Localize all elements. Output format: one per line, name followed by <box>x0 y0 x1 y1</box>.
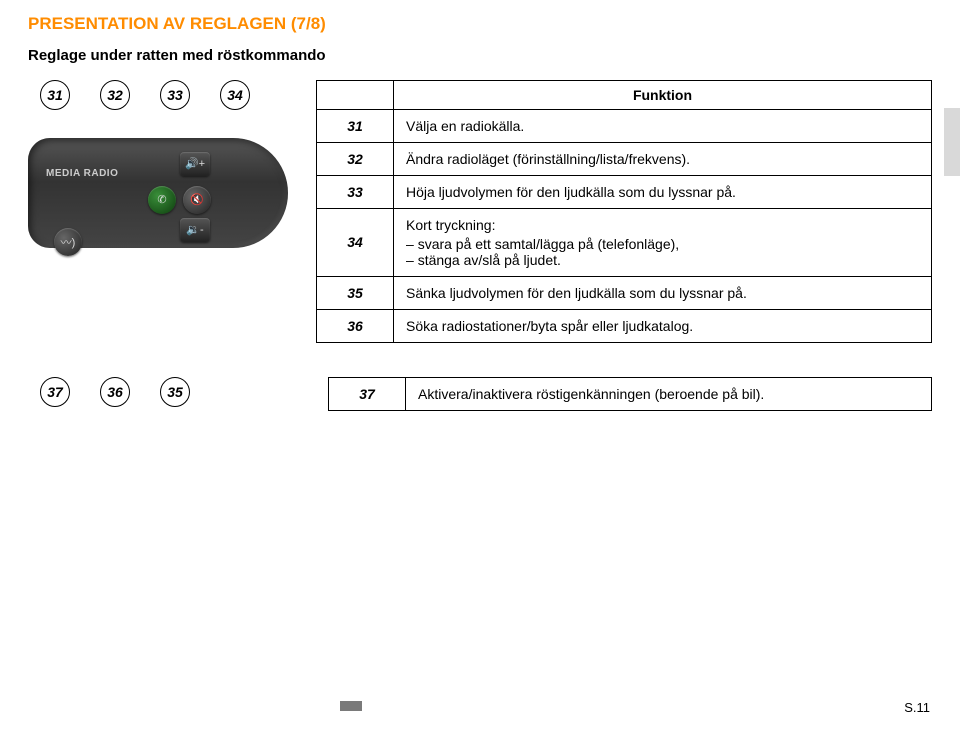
callout-36: 36 <box>100 377 130 407</box>
phone-icon: ✆ <box>148 186 176 214</box>
callout-35: 35 <box>160 377 190 407</box>
page-subtitle: Reglage under ratten med röstkommando <box>28 46 932 66</box>
device-label: MEDIA RADIO <box>46 168 118 179</box>
row-text: Kort tryckning: svara på ett samtal/lägg… <box>394 208 932 276</box>
row-text: Aktivera/inaktivera röstigenkänningen (b… <box>406 377 932 410</box>
list-item: stänga av/slå på ljudet. <box>406 252 919 268</box>
row-text: Välja en radiokälla. <box>394 109 932 142</box>
callout-37: 37 <box>40 377 70 407</box>
row-text: Ändra radioläget (förinställning/lista/f… <box>394 142 932 175</box>
row-num: 32 <box>317 142 394 175</box>
row-text: Sänka ljudvolymen för den ljudkälla som … <box>394 276 932 309</box>
row-num: 31 <box>317 109 394 142</box>
callout-34: 34 <box>220 80 250 110</box>
vol-up-icon: 🔊+ <box>180 152 210 176</box>
side-tab <box>944 108 960 176</box>
row-num: 37 <box>329 377 406 410</box>
row-text: Höja ljudvolymen för den ljudkälla som d… <box>394 175 932 208</box>
row-num: 35 <box>317 276 394 309</box>
callout-33: 33 <box>160 80 190 110</box>
callout-32: 32 <box>100 80 130 110</box>
callout-31: 31 <box>40 80 70 110</box>
page-number: S.11 <box>904 700 930 715</box>
last-table: 37 Aktivera/inaktivera röstigenkänningen… <box>328 377 932 411</box>
page-title: PRESENTATION AV REGLAGEN (7/8) <box>28 14 932 34</box>
table-header-funktion: Funktion <box>394 80 932 109</box>
callouts-bottom: 37 36 35 <box>28 377 300 407</box>
device-image: MEDIA RADIO 🔊+ ✆ 🔇 🔉- 〰) <box>28 116 288 296</box>
row-num: 36 <box>317 309 394 342</box>
left-column: 31 32 33 34 MEDIA RADIO 🔊+ ✆ 🔇 🔉- 〰) <box>28 80 288 343</box>
footer-mark <box>340 701 362 711</box>
row-num: 33 <box>317 175 394 208</box>
table-header-empty <box>317 80 394 109</box>
function-table: Funktion 31 Välja en radiokälla. 32 Ändr… <box>316 80 932 343</box>
row-num: 34 <box>317 208 394 276</box>
vol-down-icon: 🔉- <box>180 218 210 242</box>
list-item: svara på ett samtal/lägga på (telefonläg… <box>406 236 919 252</box>
voice-icon: 〰) <box>54 228 82 256</box>
mute-icon: 🔇 <box>183 186 211 214</box>
row-text: Söka radiostationer/byta spår eller ljud… <box>394 309 932 342</box>
